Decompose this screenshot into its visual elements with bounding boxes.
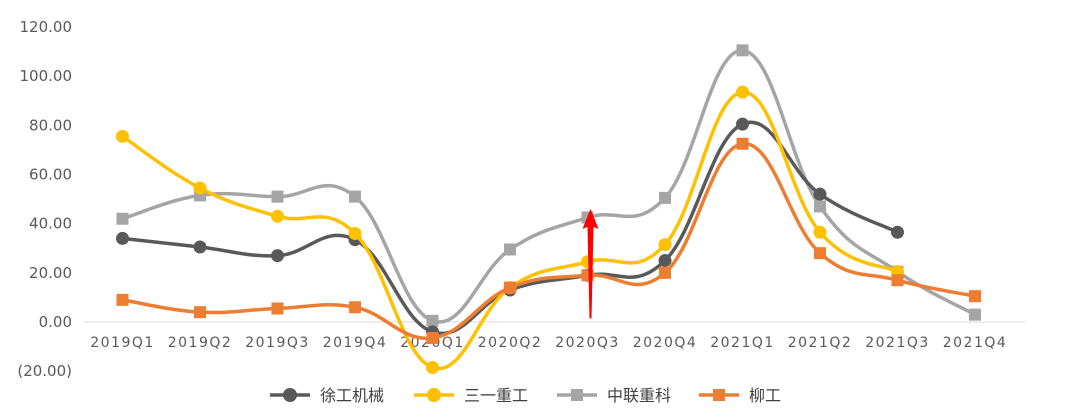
data-point [194,306,206,319]
y-tick-label: 0.00 [39,313,72,331]
y-tick-label: 40.00 [29,215,72,233]
data-point [271,190,284,203]
data-point [271,249,284,263]
data-point [736,137,749,150]
data-point [891,274,904,287]
data-point [348,227,362,240]
data-point [426,331,439,344]
y-tick-label: (20.00) [17,362,72,380]
data-point [814,200,826,213]
x-tick-label: 2019Q3 [245,335,310,351]
x-tick-label: 2021Q3 [865,335,930,351]
legend-label: 三一重工 [464,386,528,405]
data-point [426,314,439,327]
data-point [349,301,361,314]
data-point [504,243,516,256]
x-tick-label: 2019Q4 [323,335,388,351]
x-tick-label: 2020Q4 [633,335,698,351]
legend-marker [713,389,725,401]
data-point [504,281,516,294]
data-point [969,290,981,303]
legend-marker [571,389,583,401]
data-point [116,293,129,306]
data-point [271,302,284,315]
series-line [120,90,900,371]
data-point [736,117,749,131]
series-line [120,142,977,340]
legend-label: 中联重科 [607,386,671,405]
legend-marker [427,388,441,402]
x-tick-label: 2019Q1 [90,335,155,351]
x-tick-label: 2020Q3 [555,335,620,351]
data-point [814,247,826,260]
data-point [659,191,671,204]
y-tick-label: 20.00 [29,264,72,282]
series-line [120,120,900,336]
x-tick-label: 2021Q2 [788,335,853,351]
data-point [426,360,439,374]
data-point [116,129,129,143]
legend-label: 徐工机械 [320,386,384,405]
data-point [736,44,749,57]
data-point [658,254,672,268]
data-point [969,308,981,321]
data-point [891,225,904,239]
data-point [659,266,671,279]
data-point [658,238,672,252]
legend-marker [283,388,297,402]
data-point [271,209,284,223]
x-tick-label: 2021Q1 [710,335,775,351]
data-point [116,231,129,245]
data-point [813,225,827,239]
y-tick-label: 100.00 [20,67,73,85]
y-tick-label: 80.00 [29,116,72,134]
data-point [349,190,361,203]
y-tick-label: 60.00 [29,166,72,184]
data-point [736,85,749,99]
data-point [193,181,207,195]
annotation-arrow [582,208,599,319]
data-point [813,187,827,201]
data-point [116,212,129,225]
x-tick-label: 2021Q4 [943,335,1008,351]
x-tick-label: 2019Q2 [168,335,233,351]
data-point [193,240,207,254]
x-tick-label: 2020Q2 [478,335,543,351]
legend-label: 柳工 [749,386,781,405]
y-tick-label: 120.00 [20,18,73,36]
